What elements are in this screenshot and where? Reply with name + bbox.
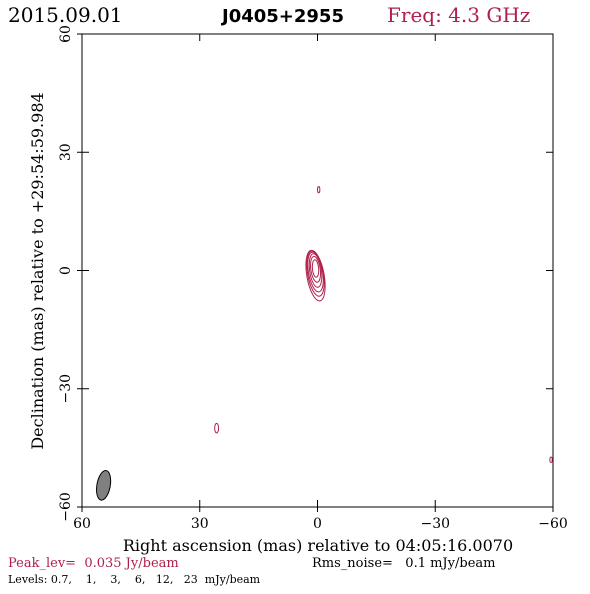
- y-tick-label: 0: [58, 266, 74, 275]
- contour-line: [306, 250, 325, 297]
- source-name: J0405+2955: [220, 6, 344, 27]
- contour-line: [311, 259, 320, 278]
- contour-layer: [214, 186, 553, 463]
- x-tick-label: 0: [313, 516, 322, 532]
- x-tick-label: −30: [420, 516, 450, 532]
- contour-levels: Levels: 0.7, 1, 3, 6, 12, 23 mJy/beam: [8, 573, 261, 586]
- x-tick-label: 30: [191, 516, 209, 532]
- beam-layer: [96, 470, 112, 501]
- rms-noise: Rms_noise= 0.1 mJy/beam: [312, 556, 495, 571]
- y-tick-label: −30: [58, 374, 74, 404]
- y-tick-label: 60: [58, 25, 74, 43]
- y-axis-label: Declination (mas) relative to +29:54:59.…: [28, 92, 47, 449]
- contour-line: [214, 422, 220, 434]
- y-tick-label: 30: [58, 143, 74, 161]
- observation-date: 2015.09.01: [8, 3, 123, 27]
- plot-frame: [81, 33, 554, 508]
- contour-line: [317, 186, 321, 194]
- x-axis-label: Right ascension (mas) relative to 04:05:…: [123, 536, 513, 555]
- x-tick-label: 60: [73, 516, 91, 532]
- frequency-label: Freq: 4.3 GHz: [387, 3, 530, 27]
- peak-level: Peak_lev= 0.035 Jy/beam: [8, 556, 179, 571]
- contour-line: [308, 253, 323, 288]
- contour-line: [549, 456, 553, 463]
- axis-ticks: 60 30 0 −30 −60 −60 −30 0 30 60: [58, 25, 568, 532]
- beam-ellipse: [96, 470, 112, 501]
- contour-line: [307, 251, 324, 293]
- y-tick-label: −60: [58, 492, 74, 522]
- x-tick-label: −60: [538, 516, 568, 532]
- contour-line: [310, 255, 322, 283]
